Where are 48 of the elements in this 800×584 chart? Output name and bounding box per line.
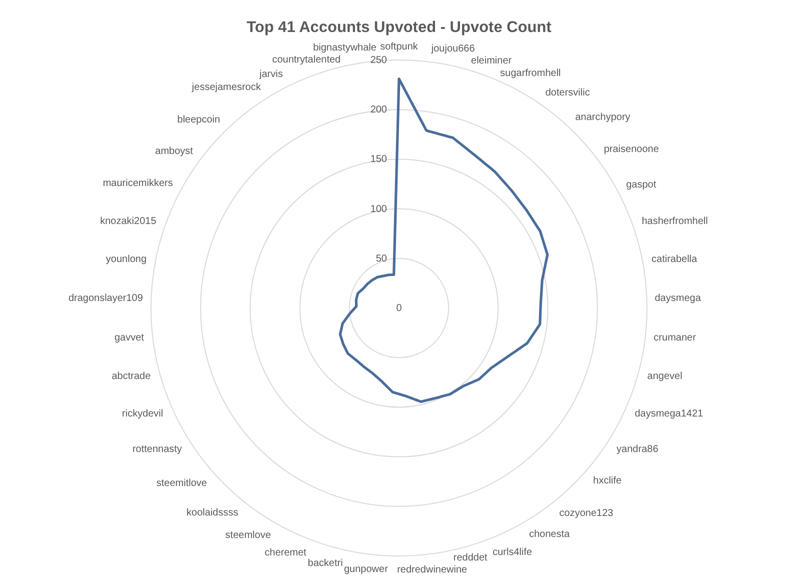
spoke-label: yandra86 xyxy=(616,444,659,455)
spoke-label: crumaner xyxy=(654,332,697,344)
spoke-label: mauricemikkers xyxy=(102,178,173,189)
spoke-label: backetri xyxy=(308,558,343,570)
spoke-label: cheremet xyxy=(264,547,307,558)
spoke-label: praisenoone xyxy=(604,144,660,156)
spoke-label: gunpower xyxy=(344,564,389,576)
spoke-label: daysmega1421 xyxy=(634,408,704,420)
spoke-label: younlong xyxy=(106,254,147,265)
spoke-label: hxclife xyxy=(593,475,622,486)
spoke-label: steemitlove xyxy=(156,478,208,489)
y-tick-label: 250 xyxy=(370,55,388,66)
spoke-label: bignastywhale xyxy=(313,42,377,54)
spoke-label: jarvis xyxy=(258,69,283,80)
spoke-label: gavvet xyxy=(114,332,144,344)
spoke-label: dragonslayer109 xyxy=(68,293,144,304)
spoke-label: daysmega xyxy=(654,293,702,304)
spoke-label: chonesta xyxy=(529,529,570,540)
spoke-label: hasherfromhell xyxy=(642,216,708,227)
spoke-label: sugarfromhell xyxy=(500,68,561,79)
spoke-label: curls4life xyxy=(492,546,532,558)
spoke-label: joujou666 xyxy=(430,44,476,55)
spoke-label: jessejamesrock xyxy=(190,82,262,93)
spoke-label: redredwinewine xyxy=(397,564,468,576)
spoke-label: cozyone123 xyxy=(559,508,614,520)
spoke-label: countrytalented xyxy=(272,54,341,66)
spoke-label: redddet xyxy=(453,552,488,564)
y-tick-label: 200 xyxy=(370,104,388,116)
spoke-label: gaspot xyxy=(626,180,656,191)
y-tick-label: 150 xyxy=(370,154,388,166)
spoke-label: knozaki2015 xyxy=(100,216,157,227)
spoke-label: anarchypory xyxy=(575,112,630,124)
spoke-label: catirabella xyxy=(652,254,698,266)
spoke-label: dotersvilic xyxy=(545,87,590,98)
spoke-label: steemlove xyxy=(225,530,272,541)
spoke-label: abctrade xyxy=(112,371,152,382)
spoke-label: rickydevil xyxy=(122,408,164,420)
spoke-label: koolaidssss xyxy=(186,507,238,518)
y-tick-label: 0 xyxy=(396,303,402,314)
spoke-label: angevel xyxy=(647,371,682,382)
spoke-label: bleepcoin xyxy=(177,114,220,126)
spoke-label: softpunk xyxy=(380,42,419,52)
spoke-label: eleiminer xyxy=(471,56,512,67)
spoke-label: amboyst xyxy=(155,146,194,157)
spoke-label: rottennasty xyxy=(132,444,182,456)
chart-title: Top 41 Accounts Upvoted - Upvote Count xyxy=(246,19,552,36)
y-tick-label: 50 xyxy=(376,253,388,264)
y-tick-label: 100 xyxy=(370,204,388,215)
